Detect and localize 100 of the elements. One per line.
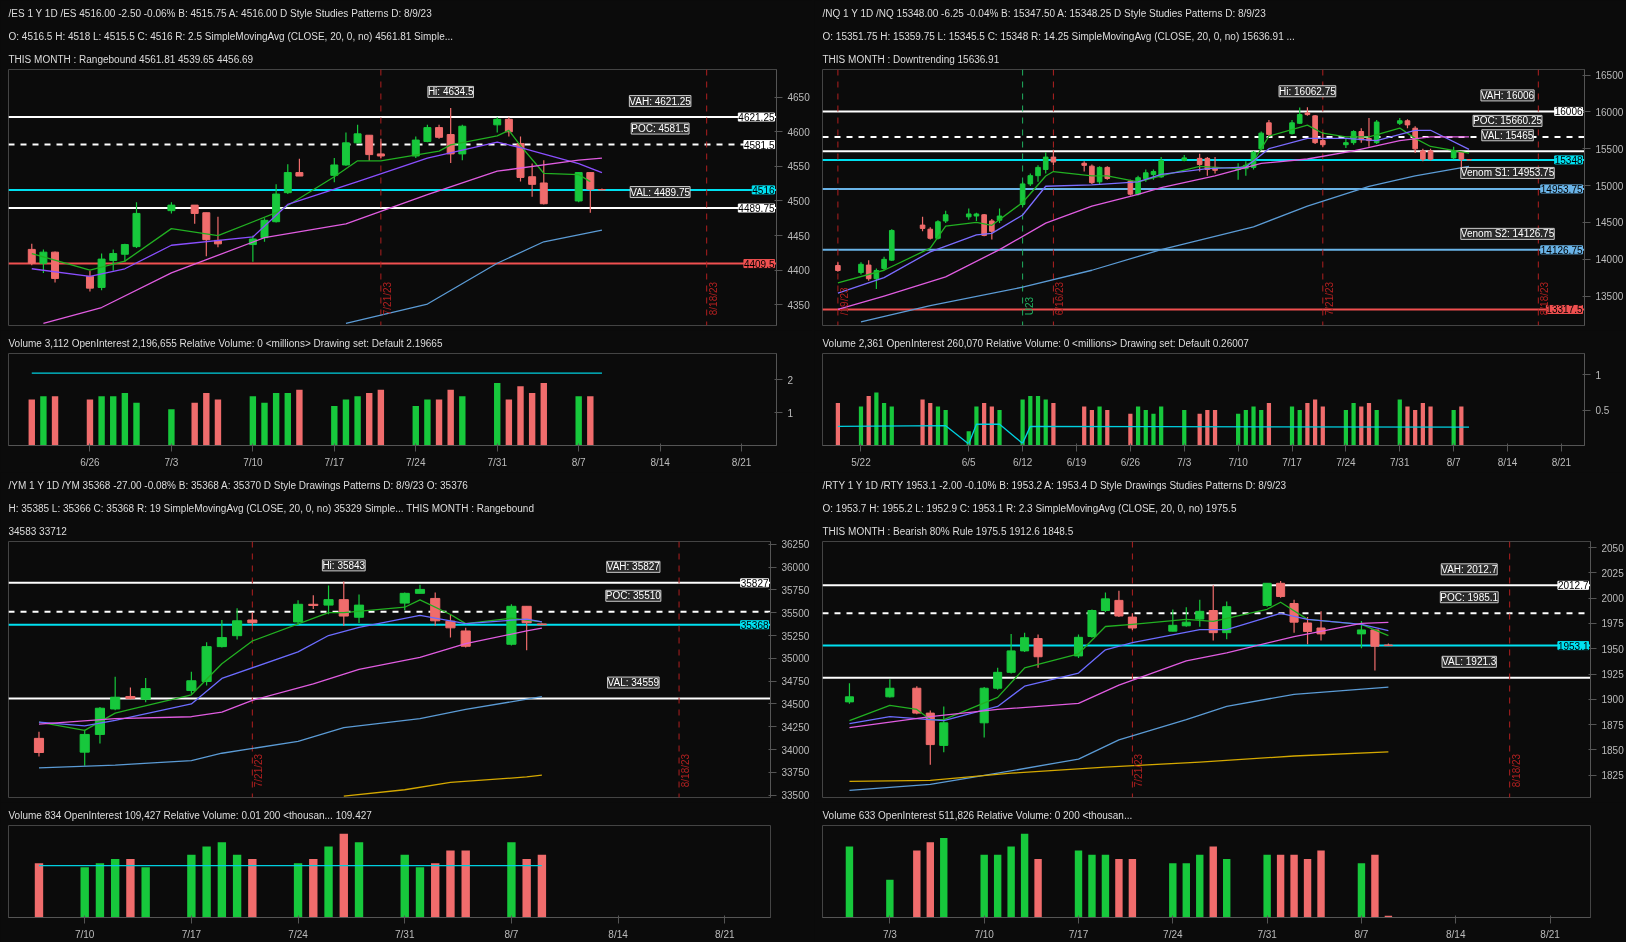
y-tick-label: 1 <box>1595 369 1602 381</box>
y-tick-label: 33750 <box>781 767 810 779</box>
y-tick-label: 4400 <box>787 265 811 277</box>
y-tick-label: 14500 <box>1595 217 1624 229</box>
x-tick-label: 7/24 <box>1163 928 1183 940</box>
x-tick-label: 7/3 <box>882 928 898 940</box>
annotation: POC: 15660.25 <box>1473 115 1543 127</box>
x-tick-label: 7/17 <box>181 928 202 940</box>
annotation: POC: 4581.5 <box>631 123 690 135</box>
y-tick-label: 2025 <box>1601 567 1625 579</box>
ref-line-label: 7/21/23 <box>381 281 393 316</box>
y-tick-label: 35250 <box>781 630 810 642</box>
y-tick-label: 14000 <box>1595 254 1624 266</box>
ref-line-label: 8/18/23 <box>680 753 692 788</box>
x-tick-label: 6/5 <box>961 456 977 468</box>
ref-line-label: 4516 <box>752 184 775 196</box>
x-tick-label: 8/7 <box>1354 928 1369 940</box>
y-tick-label: 4650 <box>787 92 811 104</box>
y-tick-label: 1975 <box>1601 618 1625 630</box>
y-tick-label: 4550 <box>787 161 811 173</box>
annotation: Venom S1: 14953.75 <box>1460 167 1555 179</box>
x-tick-label: 7/17 <box>324 456 345 468</box>
text: H: 35385 L: 35366 C: 35368 R: 19 SimpleMovingAvg (CLOSE, 20, 0, no) 35329 Simple... THIS MONTH : Rangebound <box>8 502 534 514</box>
x-tick-label: 7/24 <box>406 456 426 468</box>
text: Volume 2,361 OpenInterest 260,070 Relative Volume: 0 <millions> Drawing set: Default 0.26007 <box>822 337 1249 349</box>
x-tick-label: 8/21 <box>1551 456 1572 468</box>
y-tick-label: 13500 <box>1595 291 1624 303</box>
y-tick-label: 4500 <box>787 195 811 207</box>
ref-line-label: 35368 <box>740 619 769 631</box>
y-tick-label: 1 <box>787 407 794 419</box>
annotation: VAH: 35827 <box>606 561 661 573</box>
text: Volume 3,112 OpenInterest 2,196,655 Relative Volume: 0 <millions> Drawing set: Default 2.19665 <box>8 337 443 349</box>
y-tick-label: 34250 <box>781 721 810 733</box>
y-tick-label: 36000 <box>781 562 810 574</box>
ref-line-label: 8/18/23 <box>1510 753 1522 788</box>
x-tick-label: 7/31 <box>395 928 415 940</box>
annotation: Venom S2: 14126.75 <box>1460 228 1555 240</box>
y-tick-label: 2000 <box>1601 593 1625 605</box>
annotation: VAL: 1921.3 <box>1442 656 1497 668</box>
annotation: POC: 1985.1 <box>1440 591 1499 603</box>
ref-line-label: 4489.75 <box>738 203 775 215</box>
text: 34583 33712 <box>8 525 67 537</box>
text: O: 4516.5 H: 4518 L: 4515.5 C: 4516 R: 2.5 SimpleMovingAvg (CLOSE, 20, 0, no) 4561.81 Simple... <box>8 30 454 42</box>
x-tick-label: 7/10 <box>243 456 264 468</box>
y-tick-label: 4450 <box>787 230 811 242</box>
x-tick-label: 7/3 <box>164 456 179 468</box>
y-tick-label: 1850 <box>1601 744 1625 756</box>
x-tick-label: 7/3 <box>1177 456 1192 468</box>
ref-line-label: 16006 <box>1554 106 1583 118</box>
x-tick-label: 6/12 <box>1012 456 1033 468</box>
y-tick-label: 2 <box>787 374 794 386</box>
x-tick-label: 7/10 <box>974 928 995 940</box>
ref-line-label: U23 <box>1023 296 1035 316</box>
x-tick-label: 8/14 <box>650 456 671 468</box>
x-tick-label: 7/10 <box>74 928 95 940</box>
ref-line-label: 15348 <box>1554 154 1583 166</box>
y-tick-label: 35000 <box>781 653 810 665</box>
y-tick-label: 1825 <box>1601 770 1625 782</box>
y-tick-label: 4600 <box>787 126 811 138</box>
y-tick-label: 2050 <box>1601 542 1625 554</box>
x-tick-label: 7/17 <box>1068 928 1089 940</box>
x-tick-label: 8/14 <box>608 928 629 940</box>
annotation: Hi: 4634.5 <box>427 86 474 98</box>
text: O: 1953.7 H: 1955.2 L: 1952.9 C: 1953.1 R: 2.3 SimpleMovingAvg (CLOSE, 20, 0, no) 1975.5 <box>822 502 1237 514</box>
x-tick-label: 7/24 <box>288 928 309 940</box>
x-tick-label: 8/21 <box>715 928 735 940</box>
annotation: VAL: 4489.75 <box>630 186 691 198</box>
y-tick-label: 34500 <box>781 698 810 710</box>
x-tick-label: 6/26 <box>80 456 101 468</box>
y-tick-label: 34750 <box>781 676 810 688</box>
y-tick-label: 15500 <box>1595 143 1624 155</box>
ref-line-label: 14126.75 <box>1540 244 1583 256</box>
text: THIS MONTH : Downtrending 15636.91 <box>822 53 1000 65</box>
ref-line-label: 35827 <box>740 577 769 589</box>
chart-title: /ES 1 Y 1D /ES 4516.00 -2.50 -0.06% B: 4515.75 A: 4516.00 D Style Studies Patterns D: 8/9/23 <box>8 7 432 19</box>
x-tick-label: 8/14 <box>1497 456 1518 468</box>
ref-line-label: 4581.5 <box>743 139 775 151</box>
ref-line-label: 7/21/23 <box>1133 753 1145 788</box>
ref-line-label: 4409.5 <box>743 258 775 270</box>
y-tick-label: 16000 <box>1595 106 1624 118</box>
annotation: POC: 35510 <box>605 590 662 602</box>
y-tick-label: 34000 <box>781 744 810 756</box>
ref-line-label: 4621.25 <box>738 112 775 124</box>
annotation: VAH: 16006 <box>1480 89 1535 101</box>
y-tick-label: 0.5 <box>1595 405 1610 417</box>
text: THIS MONTH : Rangebound 4561.81 4539.65 4456.69 <box>8 53 254 65</box>
y-tick-label: 4350 <box>787 299 811 311</box>
y-tick-label: 35500 <box>781 607 810 619</box>
text: Volume 834 OpenInterest 109,427 Relative Volume: 0.01 200 <thousan... 109.427 <box>8 809 372 821</box>
x-tick-label: 8/14 <box>1446 928 1466 940</box>
x-tick-label: 8/7 <box>1446 456 1462 468</box>
text: THIS MONTH : Bearish 80% Rule 1975.5 1912.6 1848.5 <box>822 525 1074 537</box>
y-tick-label: 1950 <box>1601 643 1625 655</box>
x-tick-label: 5/22 <box>851 456 872 468</box>
chart-title: /RTY 1 Y 1D /RTY 1953.1 -2.00 -0.10% B: 1953.2 A: 1953.4 D Style Drawings Studies Patterns D: 8/9/23 <box>822 479 1287 491</box>
annotation: VAL: 15465 <box>1481 129 1534 141</box>
y-tick-label: 15000 <box>1595 180 1624 192</box>
x-tick-label: 6/26 <box>1120 456 1141 468</box>
y-tick-label: 16500 <box>1595 70 1624 82</box>
y-tick-label: 35750 <box>781 584 810 596</box>
